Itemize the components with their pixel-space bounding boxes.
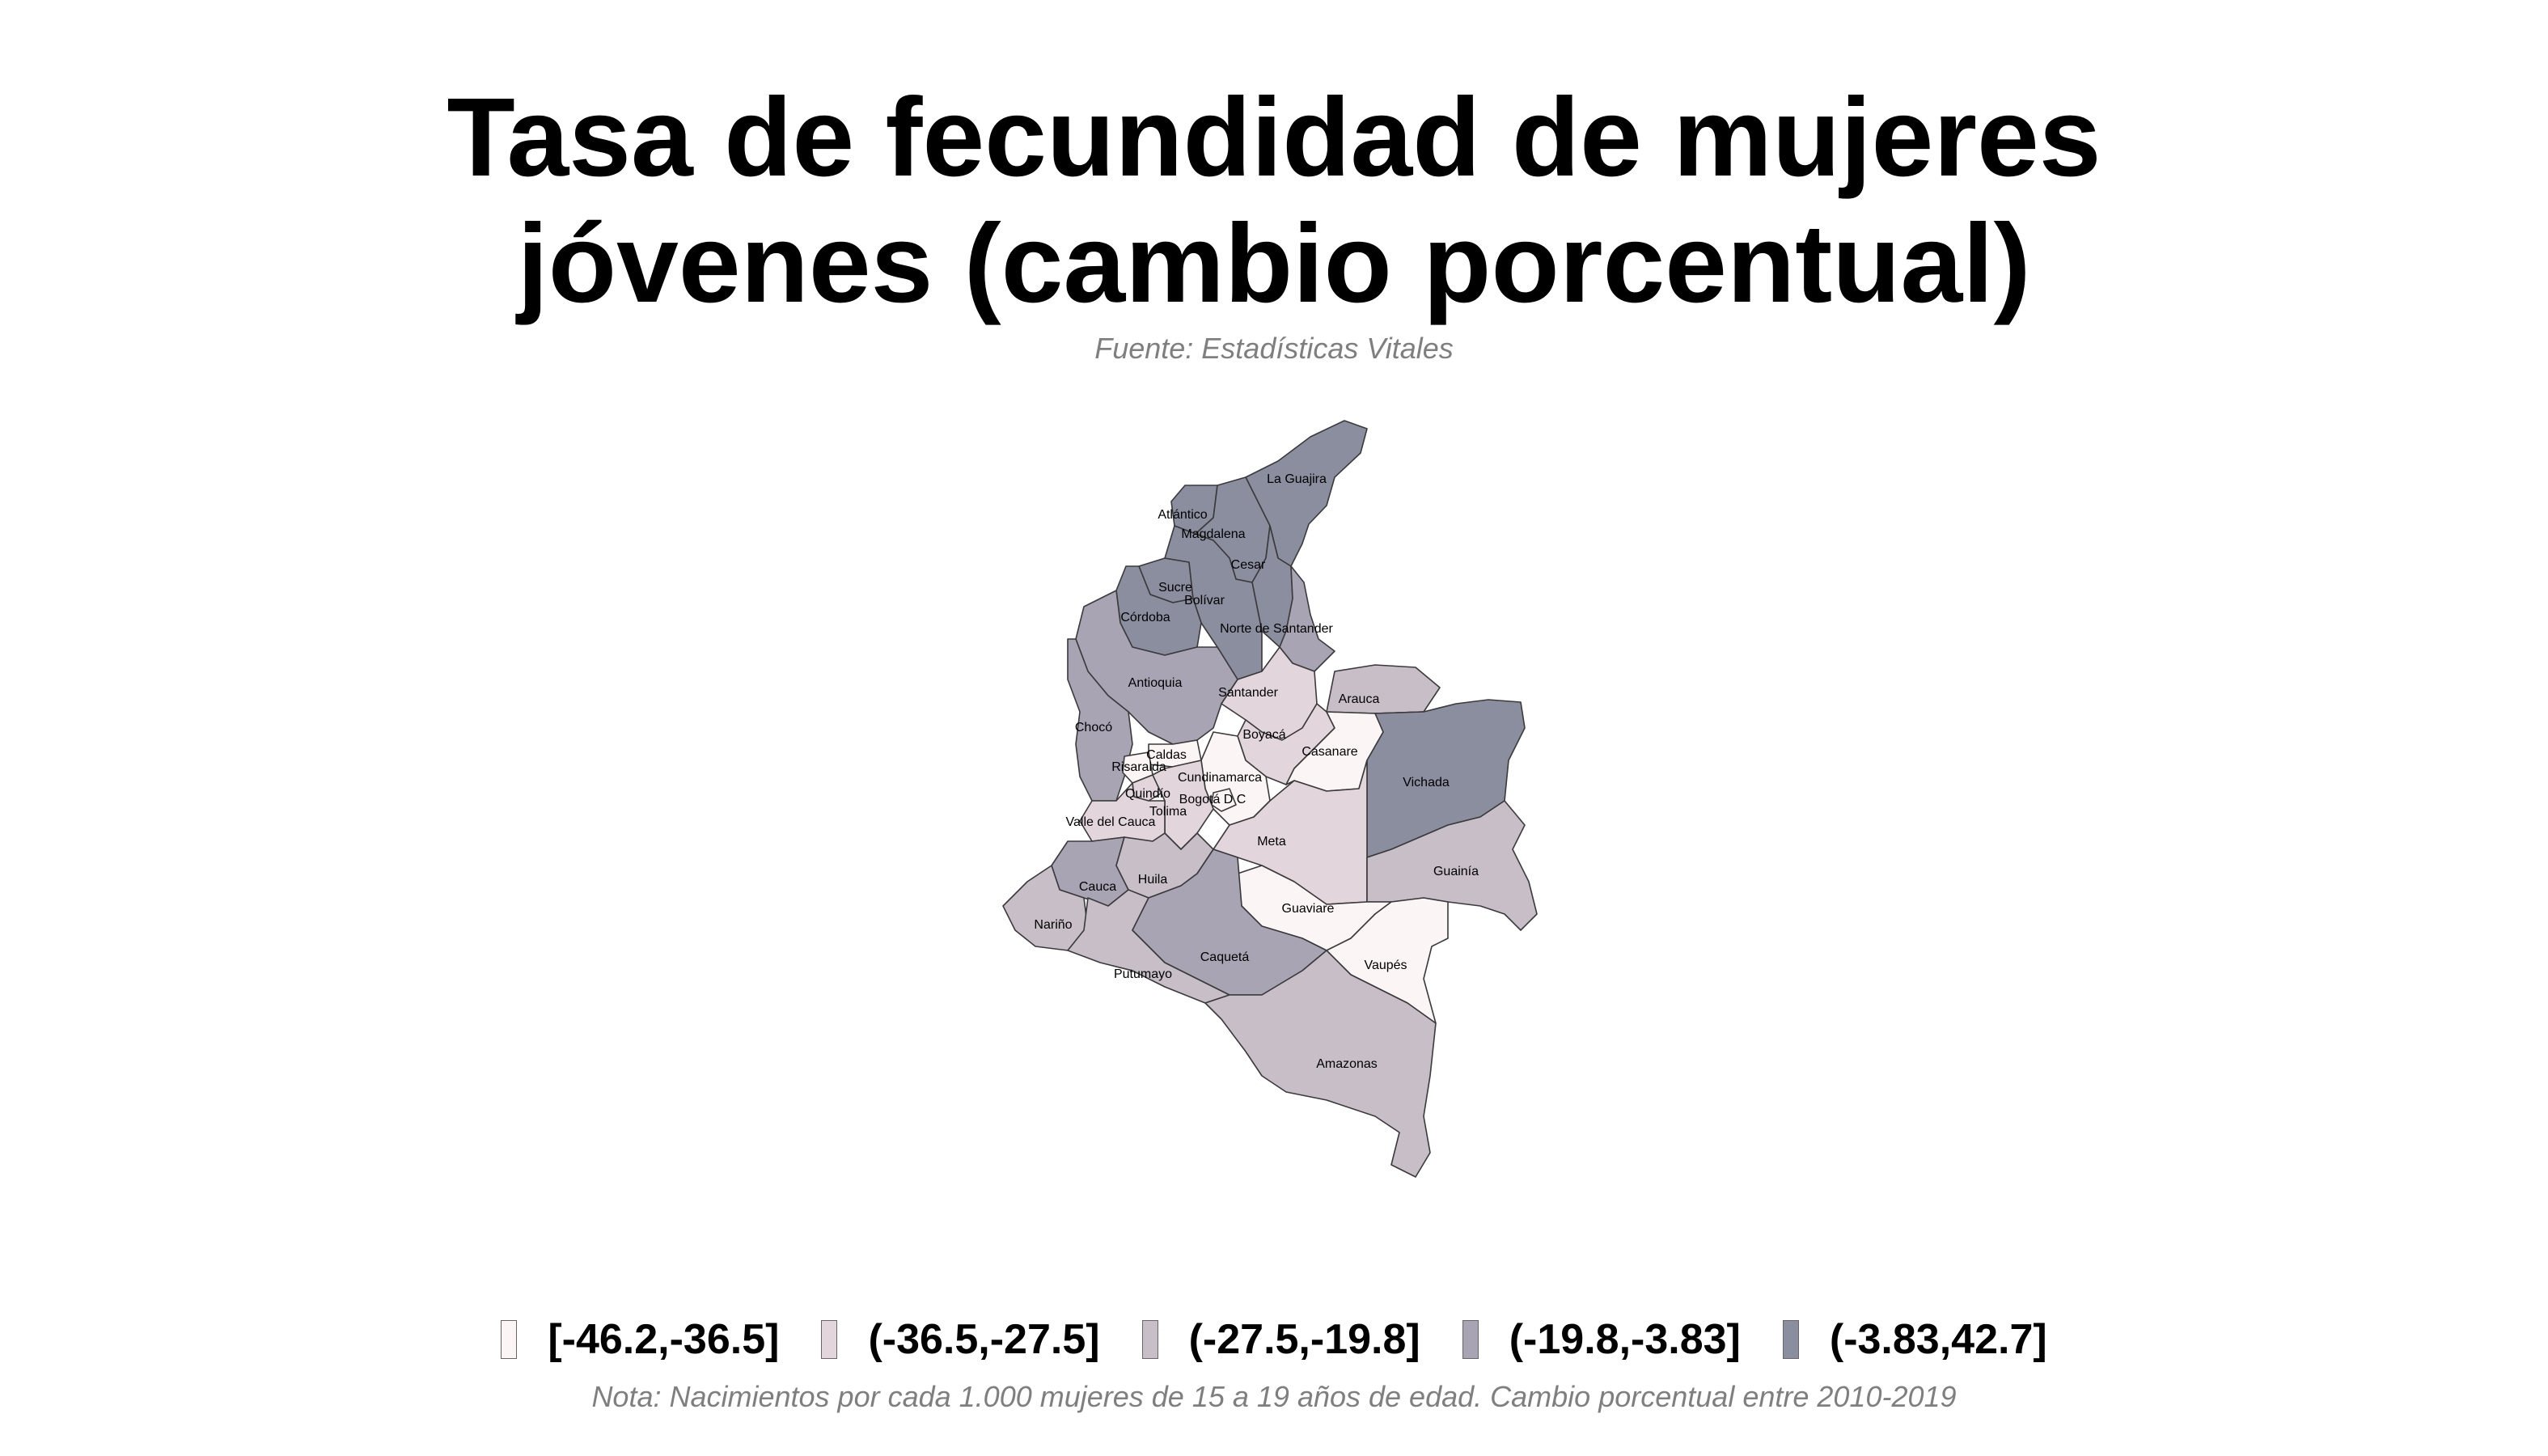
label-sucre: Sucre	[1158, 581, 1192, 595]
legend-item: (-19.8,-3.83]	[1462, 1315, 1741, 1364]
label-casanare: Casanare	[1302, 745, 1357, 759]
region-caqueta	[1132, 849, 1327, 996]
label-meta: Meta	[1257, 835, 1286, 849]
label-tolima: Tolima	[1149, 805, 1187, 819]
title-line-1: Tasa de fecundidad de mujeres	[447, 75, 2101, 200]
label-choco: Chocó	[1075, 721, 1112, 734]
source-caption: Fuente: Estadísticas Vitales	[1094, 332, 1454, 365]
region-choco	[1067, 638, 1133, 802]
label-la-guajira: La Guajira	[1267, 472, 1327, 486]
title-line-2: jóvenes (cambio porcentual)	[517, 201, 2031, 326]
legend-item: (-3.83,42.7]	[1782, 1315, 2047, 1364]
region-bogota	[1211, 788, 1237, 812]
label-cauca: Cauca	[1079, 880, 1116, 894]
label-bogota: Bogotá D C	[1179, 793, 1246, 806]
legend-swatch	[821, 1320, 838, 1359]
label-vaupes: Vaupés	[1364, 959, 1407, 972]
label-cesar: Cesar	[1231, 558, 1266, 572]
legend-label: (-36.5,-27.5]	[868, 1316, 1100, 1363]
legend-label: [-46.2,-36.5]	[548, 1316, 780, 1363]
legend-label: (-3.83,42.7]	[1829, 1316, 2047, 1363]
label-cundinamarca: Cundinamarca	[1178, 771, 1262, 785]
region-amazonas	[1204, 950, 1437, 1178]
label-guainia: Guainía	[1433, 865, 1479, 878]
map-labels: La Guajira Atlántico Magdalena Cesar Suc…	[1034, 472, 1479, 1071]
label-magdalena: Magdalena	[1181, 527, 1245, 541]
legend-swatch	[501, 1320, 518, 1359]
legend-item: (-27.5,-19.8]	[1141, 1315, 1420, 1364]
label-putumayo: Putumayo	[1114, 967, 1172, 981]
label-bolivar: Bolívar	[1184, 594, 1225, 607]
footnote: Nota: Nacimientos por cada 1.000 mujeres…	[591, 1380, 1957, 1413]
label-norte-de-santander: Norte de Santander	[1220, 622, 1333, 636]
region-arauca	[1326, 664, 1441, 714]
label-guaviare: Guaviare	[1282, 902, 1335, 916]
label-amazonas: Amazonas	[1316, 1057, 1378, 1071]
legend-item: (-36.5,-27.5]	[821, 1315, 1100, 1364]
map-regions	[1002, 420, 1538, 1178]
legend-item: [-46.2,-36.5]	[501, 1315, 779, 1364]
legend-swatch	[1462, 1320, 1479, 1359]
region-valle-del-cauca	[1079, 782, 1166, 842]
legend-label: (-27.5,-19.8]	[1188, 1316, 1420, 1363]
legend: [-46.2,-36.5] (-36.5,-27.5] (-27.5,-19.8…	[0, 1315, 2548, 1364]
label-caldas: Caldas	[1146, 748, 1187, 762]
label-caqueta: Caquetá	[1200, 950, 1250, 964]
label-antioquia: Antioquia	[1128, 676, 1183, 690]
label-santander: Santander	[1218, 686, 1279, 700]
label-arauca: Arauca	[1339, 692, 1380, 706]
legend-swatch	[1141, 1320, 1158, 1359]
label-vichada: Vichada	[1403, 776, 1450, 789]
label-quindio: Quindío	[1125, 787, 1170, 801]
label-atlantico: Atlántico	[1158, 508, 1207, 522]
legend-swatch	[1782, 1320, 1799, 1359]
label-boyaca: Boyacá	[1242, 728, 1285, 742]
chart-title: Tasa de fecundidad de mujeres jóvenes (c…	[0, 74, 2548, 327]
label-risaralda: Risaralda	[1111, 760, 1166, 774]
label-valle-del-cauca: Valle del Cauca	[1066, 815, 1156, 829]
label-huila: Huila	[1138, 873, 1168, 887]
label-narino: Nariño	[1034, 918, 1072, 932]
legend-label: (-19.8,-3.83]	[1509, 1316, 1741, 1363]
label-cordoba: Córdoba	[1120, 611, 1170, 624]
